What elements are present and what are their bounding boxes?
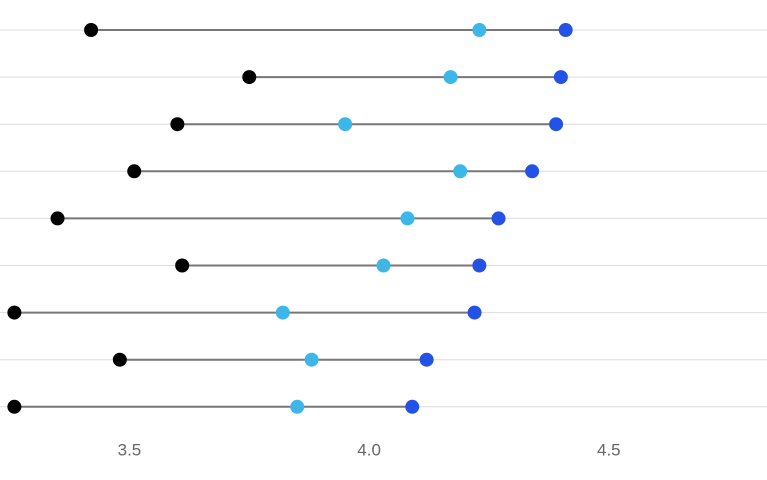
max-point (405, 399, 420, 414)
min-point (84, 23, 99, 37)
min-point (112, 352, 127, 367)
min-point (7, 305, 22, 320)
min-point (7, 399, 22, 414)
mid-point (304, 352, 319, 367)
max-point (472, 258, 487, 273)
x-axis-ticks: 3.5 4.0 4.5 (118, 440, 621, 459)
x-tick-label: 3.5 (118, 440, 142, 459)
mid-point (400, 211, 415, 226)
x-tick-label: 4.5 (597, 440, 621, 459)
mid-point (443, 70, 458, 85)
max-point (525, 164, 540, 179)
range-lines (14, 29, 566, 408)
max-point (467, 305, 482, 320)
min-point (175, 258, 190, 273)
x-tick-label: 4.0 (357, 440, 381, 459)
min-point (127, 164, 142, 179)
mid-point (453, 164, 468, 179)
mid-point (275, 305, 290, 320)
max-point (491, 211, 506, 226)
mid-point (472, 23, 487, 37)
min-point (170, 117, 185, 132)
min-point (50, 211, 65, 226)
mid-point (376, 258, 391, 273)
max-point (419, 352, 434, 367)
mid-point (338, 117, 353, 132)
max-point (549, 117, 564, 132)
data-points (7, 23, 573, 414)
max-point (558, 23, 573, 37)
min-point (242, 70, 257, 85)
mid-point (290, 399, 305, 414)
max-point (553, 70, 568, 85)
